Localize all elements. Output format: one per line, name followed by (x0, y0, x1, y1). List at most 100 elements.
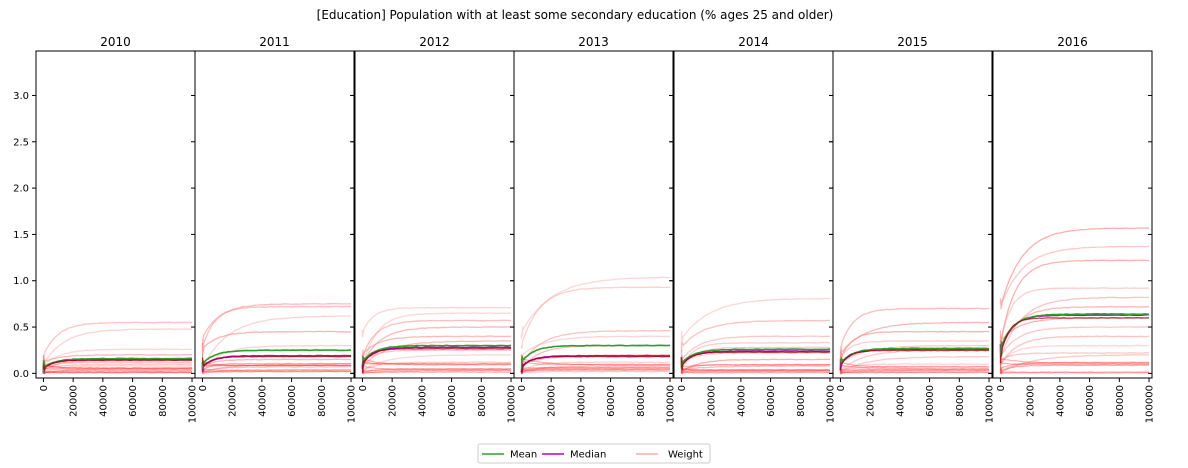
y-tick-label: 1.0 (13, 276, 29, 287)
weight-line (999, 344, 1150, 373)
weight-line (201, 303, 352, 346)
plot-area (361, 306, 512, 376)
weight-line (680, 362, 831, 375)
chart-title: [Education] Population with at least som… (317, 8, 834, 22)
panel-background (355, 51, 514, 378)
x-tick-label: 60000 (287, 385, 298, 417)
weight-line (201, 365, 352, 374)
weight-line (1000, 354, 1150, 375)
plot-area (42, 321, 193, 375)
weight-line (839, 367, 990, 376)
panel-background (514, 51, 673, 378)
panel-2012: 2012 0 20000 40000 60000 80000 100000 (351, 35, 518, 423)
y-tick-label: 1.5 (13, 230, 29, 241)
weight-line (42, 321, 193, 365)
weight-line (839, 361, 990, 374)
weight-line (839, 330, 990, 360)
panel-2011: 2011 0 20000 40000 60000 80000 100000 (191, 35, 358, 423)
weight-line (361, 306, 512, 338)
weight-line (201, 368, 352, 375)
weight-line (42, 359, 193, 371)
plot-area (999, 227, 1150, 376)
weight-line (201, 315, 352, 375)
weight-line (839, 340, 990, 361)
panel-2015: 2015 0 20000 40000 60000 80000 100000 (829, 35, 996, 423)
weight-line (839, 357, 990, 368)
weight-line (999, 296, 1150, 360)
x-tick-label: 80000 (636, 385, 647, 417)
x-tick-label: 0 (677, 385, 688, 391)
x-tick-label: 100000 (507, 385, 518, 423)
weight-line (680, 363, 831, 374)
weight-line (839, 367, 990, 374)
panel-frame (194, 50, 355, 379)
weight-line (520, 359, 671, 366)
weight-line (361, 326, 512, 365)
legend-label: Mean (510, 450, 537, 461)
x-tick-label: 40000 (417, 385, 428, 417)
panel-2010: 2010 0.0 0.5 1.0 1.5 2.0 2.5 3.0 0 20000 40000 6000… (13, 35, 198, 423)
legend-box (477, 443, 711, 464)
weight-line (680, 361, 831, 374)
x-tick-label: 0 (39, 385, 50, 391)
weight-line (999, 361, 1150, 376)
weight-line (680, 358, 831, 375)
weight-line (361, 312, 512, 370)
weight-line (999, 245, 1150, 310)
x-tick-label: 20000 (547, 385, 558, 417)
weight-line (362, 369, 512, 374)
panel-title: 2015 (897, 35, 928, 49)
x-tick-label: 0 (996, 385, 1007, 391)
weight-line (680, 361, 831, 372)
y-tick-label: 3.0 (13, 91, 29, 102)
panel-background (36, 51, 195, 378)
weight-line (999, 358, 1150, 371)
weight-line (42, 364, 193, 373)
panels-layer: 2010 0.0 0.5 1.0 1.5 2.0 2.5 3.0 0 20000 40000 6000… (13, 35, 1155, 423)
weight-line (201, 330, 352, 354)
weight-line (201, 355, 352, 367)
panel-title: 2011 (259, 35, 290, 49)
weight-line (999, 347, 1150, 365)
panel-background (833, 51, 992, 378)
x-tick-label: 80000 (477, 385, 488, 417)
weight-line (680, 359, 831, 373)
y-tick-label: 0.5 (13, 323, 29, 334)
weight-line (42, 353, 193, 373)
weight-line (521, 355, 671, 375)
weight-line (680, 351, 831, 371)
x-tick-label: 20000 (866, 385, 877, 417)
x-tick-label: 20000 (69, 385, 80, 417)
weight-line (42, 328, 193, 368)
weight-line (361, 354, 512, 375)
weight-line (999, 367, 1150, 375)
weight-line (839, 349, 990, 371)
weight-line (42, 360, 193, 374)
weight-line (42, 361, 193, 374)
weight-line (999, 317, 1150, 364)
weight-line (361, 362, 512, 371)
weight-line (680, 368, 831, 374)
weight-line (680, 335, 831, 366)
weight-line (999, 227, 1150, 306)
x-tick-label: 80000 (796, 385, 807, 417)
x-tick-label: 80000 (1115, 385, 1126, 417)
weight-line (201, 369, 352, 374)
weight-line (42, 354, 193, 369)
weight-line (520, 335, 671, 361)
weight-line (361, 365, 512, 376)
weight-line (361, 361, 512, 373)
x-tick-label: 100000 (826, 385, 837, 423)
weight-line (999, 305, 1150, 354)
x-tick-label: 0 (198, 385, 209, 391)
x-tick-label: 20000 (707, 385, 718, 417)
weight-line (999, 335, 1150, 366)
panel-frame (513, 50, 674, 379)
weight-line (361, 367, 512, 374)
weight-line (42, 359, 193, 373)
weight-line (202, 365, 352, 375)
weight-line (680, 319, 831, 353)
x-tick-label: 80000 (317, 385, 328, 417)
panel-title: 2016 (1057, 35, 1088, 49)
weight-line (999, 359, 1150, 374)
